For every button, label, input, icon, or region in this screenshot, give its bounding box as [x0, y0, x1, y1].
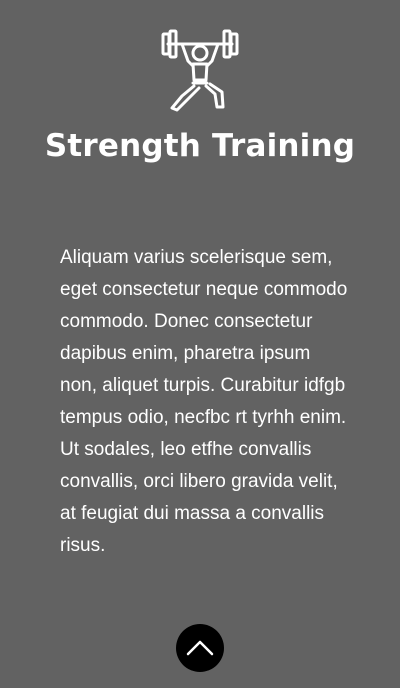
scroll-to-top-button[interactable] [176, 624, 224, 672]
chevron-up-icon [186, 640, 214, 656]
paragraph: Aliquam varius scelerisque sem, eget con… [60, 247, 348, 428]
paragraph: Ut sodales, leo etfhe convallis convalli… [60, 439, 338, 556]
article-body: Aliquam varius scelerisque sem, eget con… [60, 242, 350, 562]
page-title: Strength Training [44, 128, 356, 164]
weightlifter-icon [161, 29, 239, 112]
